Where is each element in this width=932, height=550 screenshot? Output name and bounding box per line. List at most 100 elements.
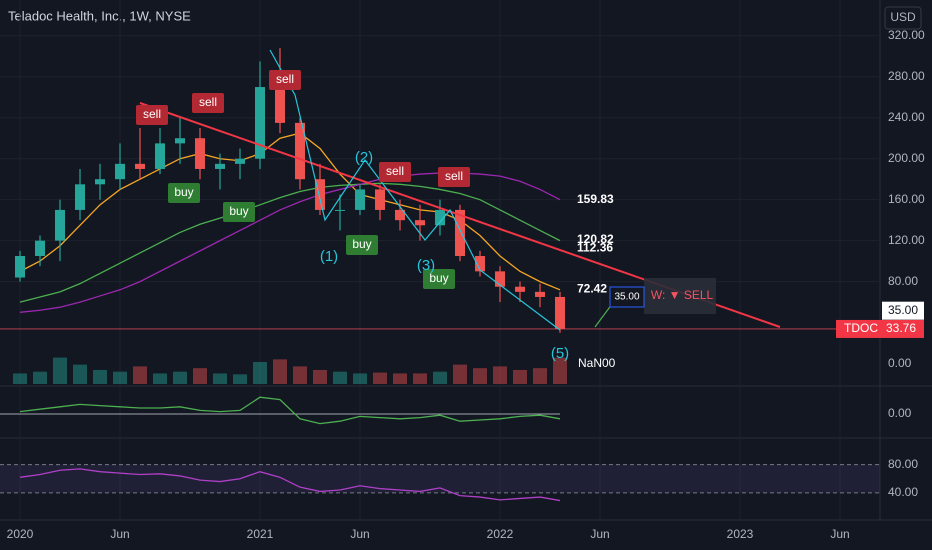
projection-label: 35.00	[614, 292, 639, 303]
signal-text: W: ▼ SELL	[651, 288, 714, 302]
volume-bar	[93, 369, 107, 384]
candle-body	[535, 291, 545, 297]
marker-level-label: 35.00	[888, 303, 918, 317]
y-tick-label: 240.00	[888, 110, 925, 124]
candle-body	[255, 87, 265, 159]
signal-label: buy	[229, 204, 248, 218]
volume-bar	[313, 369, 327, 384]
level-label: 112.36	[577, 241, 613, 255]
candle-body	[135, 163, 145, 169]
currency: USD	[890, 10, 916, 24]
wave-label: (3)	[417, 257, 435, 274]
moving-average	[19, 132, 561, 291]
y-tick-label: 0.00	[888, 406, 912, 420]
volume-bar	[153, 373, 167, 384]
candle-body	[155, 143, 165, 169]
x-tick-label: Jun	[830, 527, 849, 541]
candle-body	[295, 122, 305, 180]
candle-body	[95, 179, 105, 185]
volume-bar	[13, 373, 27, 384]
volume-bar	[53, 357, 67, 384]
signal-label: sell	[445, 169, 463, 183]
signal-label: sell	[276, 72, 294, 86]
x-tick-label: 2023	[727, 527, 754, 541]
volume-bar	[533, 368, 547, 384]
value-note: NaN00	[578, 356, 616, 370]
volume-bar	[293, 366, 307, 384]
candle-body	[415, 220, 425, 226]
volume-bar	[473, 368, 487, 384]
signal-label: buy	[429, 271, 448, 285]
currency-box[interactable]	[884, 6, 922, 30]
candle-body	[75, 184, 85, 210]
signal-label: sell	[143, 107, 161, 121]
wave-label: (5)	[551, 345, 569, 362]
y-tick-label: 320.00	[888, 28, 925, 42]
sell-signal	[136, 105, 168, 125]
volume-bar	[233, 374, 247, 384]
signal-label: buy	[352, 237, 371, 251]
candle-body	[395, 209, 405, 221]
volume-bar	[73, 364, 87, 384]
volume-bar	[493, 366, 507, 384]
y-tick-label: 0.00	[888, 356, 912, 370]
candle-body	[175, 138, 185, 144]
wave-line	[269, 49, 561, 331]
candle-body	[435, 209, 445, 226]
candle-body	[355, 189, 365, 210]
candle-body	[375, 189, 385, 210]
volume-bar	[373, 372, 387, 384]
signal-label: sell	[386, 164, 404, 178]
volume-bar	[253, 362, 267, 384]
y-tick-label: 280.00	[888, 69, 925, 83]
candle-body	[55, 209, 65, 241]
signal-box	[644, 278, 716, 314]
buy-signal	[168, 183, 200, 203]
y-tick-label: 160.00	[888, 192, 925, 206]
candle-body	[215, 163, 225, 169]
volume-bar	[33, 371, 47, 384]
x-tick-label: Jun	[350, 527, 369, 541]
level-label: 120.82	[577, 232, 614, 246]
x-tick-label: 2022	[487, 527, 514, 541]
candle-body	[455, 209, 465, 256]
volume-bar	[353, 373, 367, 384]
oscillator-line	[19, 396, 561, 425]
buy-signal	[423, 269, 455, 289]
candle-body	[195, 138, 205, 169]
signal-label: buy	[174, 185, 193, 199]
volume-bar	[193, 368, 207, 384]
wave-label: (2)	[355, 149, 373, 166]
volume-bar	[413, 373, 427, 384]
x-tick-label: 2020	[7, 527, 34, 541]
sell-signal	[192, 93, 224, 113]
volume-bar	[333, 371, 347, 384]
volume-bar	[553, 357, 567, 384]
level-label: 72.42	[577, 282, 607, 296]
y-tick-label: 80.00	[888, 274, 918, 288]
y-tick-label: 120.00	[888, 233, 925, 247]
sell-signal	[379, 162, 411, 182]
last-price-symbol: TDOC	[844, 321, 878, 335]
candle-body	[15, 256, 25, 278]
projection-box	[609, 286, 645, 308]
candle-body	[495, 271, 505, 287]
candle-body	[115, 163, 125, 180]
volume-bar	[133, 366, 147, 384]
x-tick-label: Jun	[590, 527, 609, 541]
x-tick-label: 2021	[247, 527, 274, 541]
rsi-line	[19, 468, 561, 502]
rsi-band	[0, 464, 880, 493]
buy-signal	[346, 235, 378, 255]
volume-bar	[273, 359, 287, 384]
x-tick-label: Jun	[110, 527, 129, 541]
signal-label: sell	[199, 95, 217, 109]
marker-level-box	[882, 301, 924, 320]
candle-body	[315, 179, 325, 210]
last-price-label: 33.76	[886, 321, 916, 335]
candle-body	[555, 296, 565, 329]
buy-signal	[223, 202, 255, 222]
volume-bar	[213, 373, 227, 384]
